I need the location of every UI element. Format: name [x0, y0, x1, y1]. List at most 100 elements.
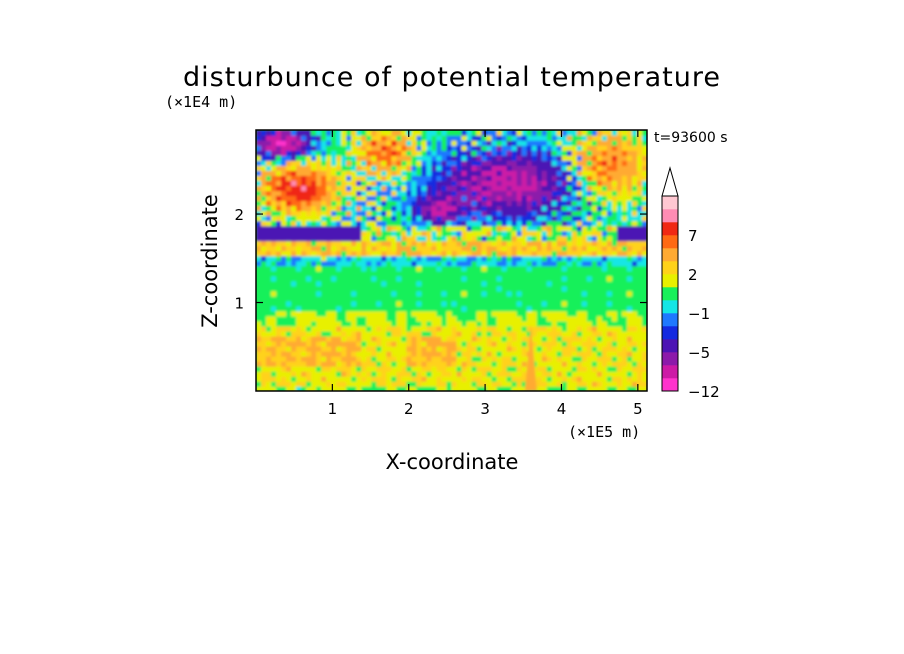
contour-cell: [371, 355, 378, 362]
contour-cell: [466, 210, 473, 217]
contour-cell: [511, 255, 518, 262]
contour-cell: [336, 245, 343, 252]
contour-cell: [321, 200, 327, 207]
contour-cell: [491, 340, 498, 347]
contour-cell: [531, 245, 538, 252]
contour-cell: [426, 195, 433, 202]
contour-cell: [606, 345, 613, 352]
contour-cell: [376, 310, 383, 317]
contour-cell: [371, 200, 378, 207]
contour-cell: [271, 375, 277, 382]
contour-cell: [441, 175, 448, 181]
contour-cell: [506, 130, 513, 136]
contour-cell: [331, 135, 338, 141]
contour-cell: [366, 305, 373, 312]
contour-cell: [256, 300, 262, 307]
contour-cell: [341, 150, 348, 156]
contour-cell: [506, 320, 513, 327]
contour-cell: [451, 255, 458, 262]
contour-cell: [576, 285, 583, 292]
contour-cell: [281, 220, 287, 227]
contour-cell: [516, 185, 523, 192]
contour-cell: [401, 215, 408, 222]
contour-cell: [526, 240, 533, 247]
contour-cell: [296, 230, 302, 237]
contour-cell: [321, 260, 327, 267]
contour-cell: [396, 265, 403, 272]
contour-cell: [386, 255, 393, 262]
contour-cell: [266, 320, 272, 327]
contour-cell: [631, 345, 638, 352]
contour-cell: [611, 240, 618, 247]
contour-cell: [481, 375, 488, 382]
contour-cell: [636, 380, 643, 387]
contour-cell: [561, 275, 568, 282]
contour-cell: [406, 260, 413, 267]
contour-cell: [541, 175, 548, 181]
contour-cell: [466, 155, 473, 161]
contour-cell: [296, 345, 302, 352]
contour-cell: [326, 180, 332, 187]
contour-cell: [436, 275, 443, 282]
contour-cell: [616, 135, 623, 141]
contour-cell: [571, 240, 578, 247]
contour-cell: [606, 215, 613, 222]
contour-cell: [581, 245, 588, 252]
contour-cell: [471, 160, 478, 166]
contour-cell: [631, 185, 638, 192]
contour-cell: [576, 300, 583, 307]
contour-cell: [331, 375, 338, 382]
contour-cell: [611, 140, 618, 146]
contour-cell: [286, 275, 292, 282]
contour-cell: [326, 295, 332, 302]
contour-cell: [576, 365, 583, 372]
contour-cell: [396, 255, 403, 262]
contour-cell: [341, 225, 348, 232]
contour-cell: [601, 280, 608, 287]
contour-cell: [611, 285, 618, 292]
contour-cell: [451, 185, 458, 192]
contour-cell: [311, 370, 317, 377]
contour-cell: [391, 275, 398, 282]
contour-cell: [616, 370, 623, 377]
contour-cell: [476, 250, 483, 257]
contour-cell: [336, 380, 343, 387]
contour-cell: [506, 200, 513, 207]
contour-cell: [351, 290, 358, 297]
contour-cell: [346, 360, 353, 367]
contour-cell: [381, 150, 388, 156]
contour-cell: [546, 285, 553, 292]
contour-cell: [366, 210, 373, 217]
contour-cell: [401, 170, 408, 176]
contour-cell: [556, 360, 563, 367]
contour-cell: [346, 275, 353, 282]
contour-cell: [416, 300, 423, 307]
contour-cell: [591, 145, 598, 151]
contour-cell: [256, 355, 262, 362]
contour-cell: [561, 270, 568, 277]
contour-cell: [356, 350, 363, 357]
contour-cell: [491, 290, 498, 297]
contour-cell: [486, 320, 493, 327]
contour-cell: [621, 230, 628, 237]
contour-cell: [531, 135, 538, 141]
contour-cell: [511, 250, 518, 257]
contour-cell: [296, 285, 302, 292]
contour-cell: [576, 135, 583, 141]
contour-cell: [466, 275, 473, 282]
contour-cell: [511, 140, 518, 146]
contour-cell: [561, 280, 568, 287]
contour-cell: [576, 350, 583, 357]
contour-cell: [271, 250, 277, 257]
contour-cell: [546, 130, 553, 136]
contour-cell: [326, 145, 332, 151]
contour-cell: [286, 335, 292, 342]
contour-cell: [496, 285, 503, 292]
contour-cell: [336, 210, 343, 217]
contour-cell: [621, 370, 628, 377]
contour-cell: [501, 250, 508, 257]
contour-cell: [566, 220, 573, 227]
contour-cell: [506, 370, 513, 377]
contour-cell: [601, 140, 608, 146]
contour-cell: [586, 295, 593, 302]
